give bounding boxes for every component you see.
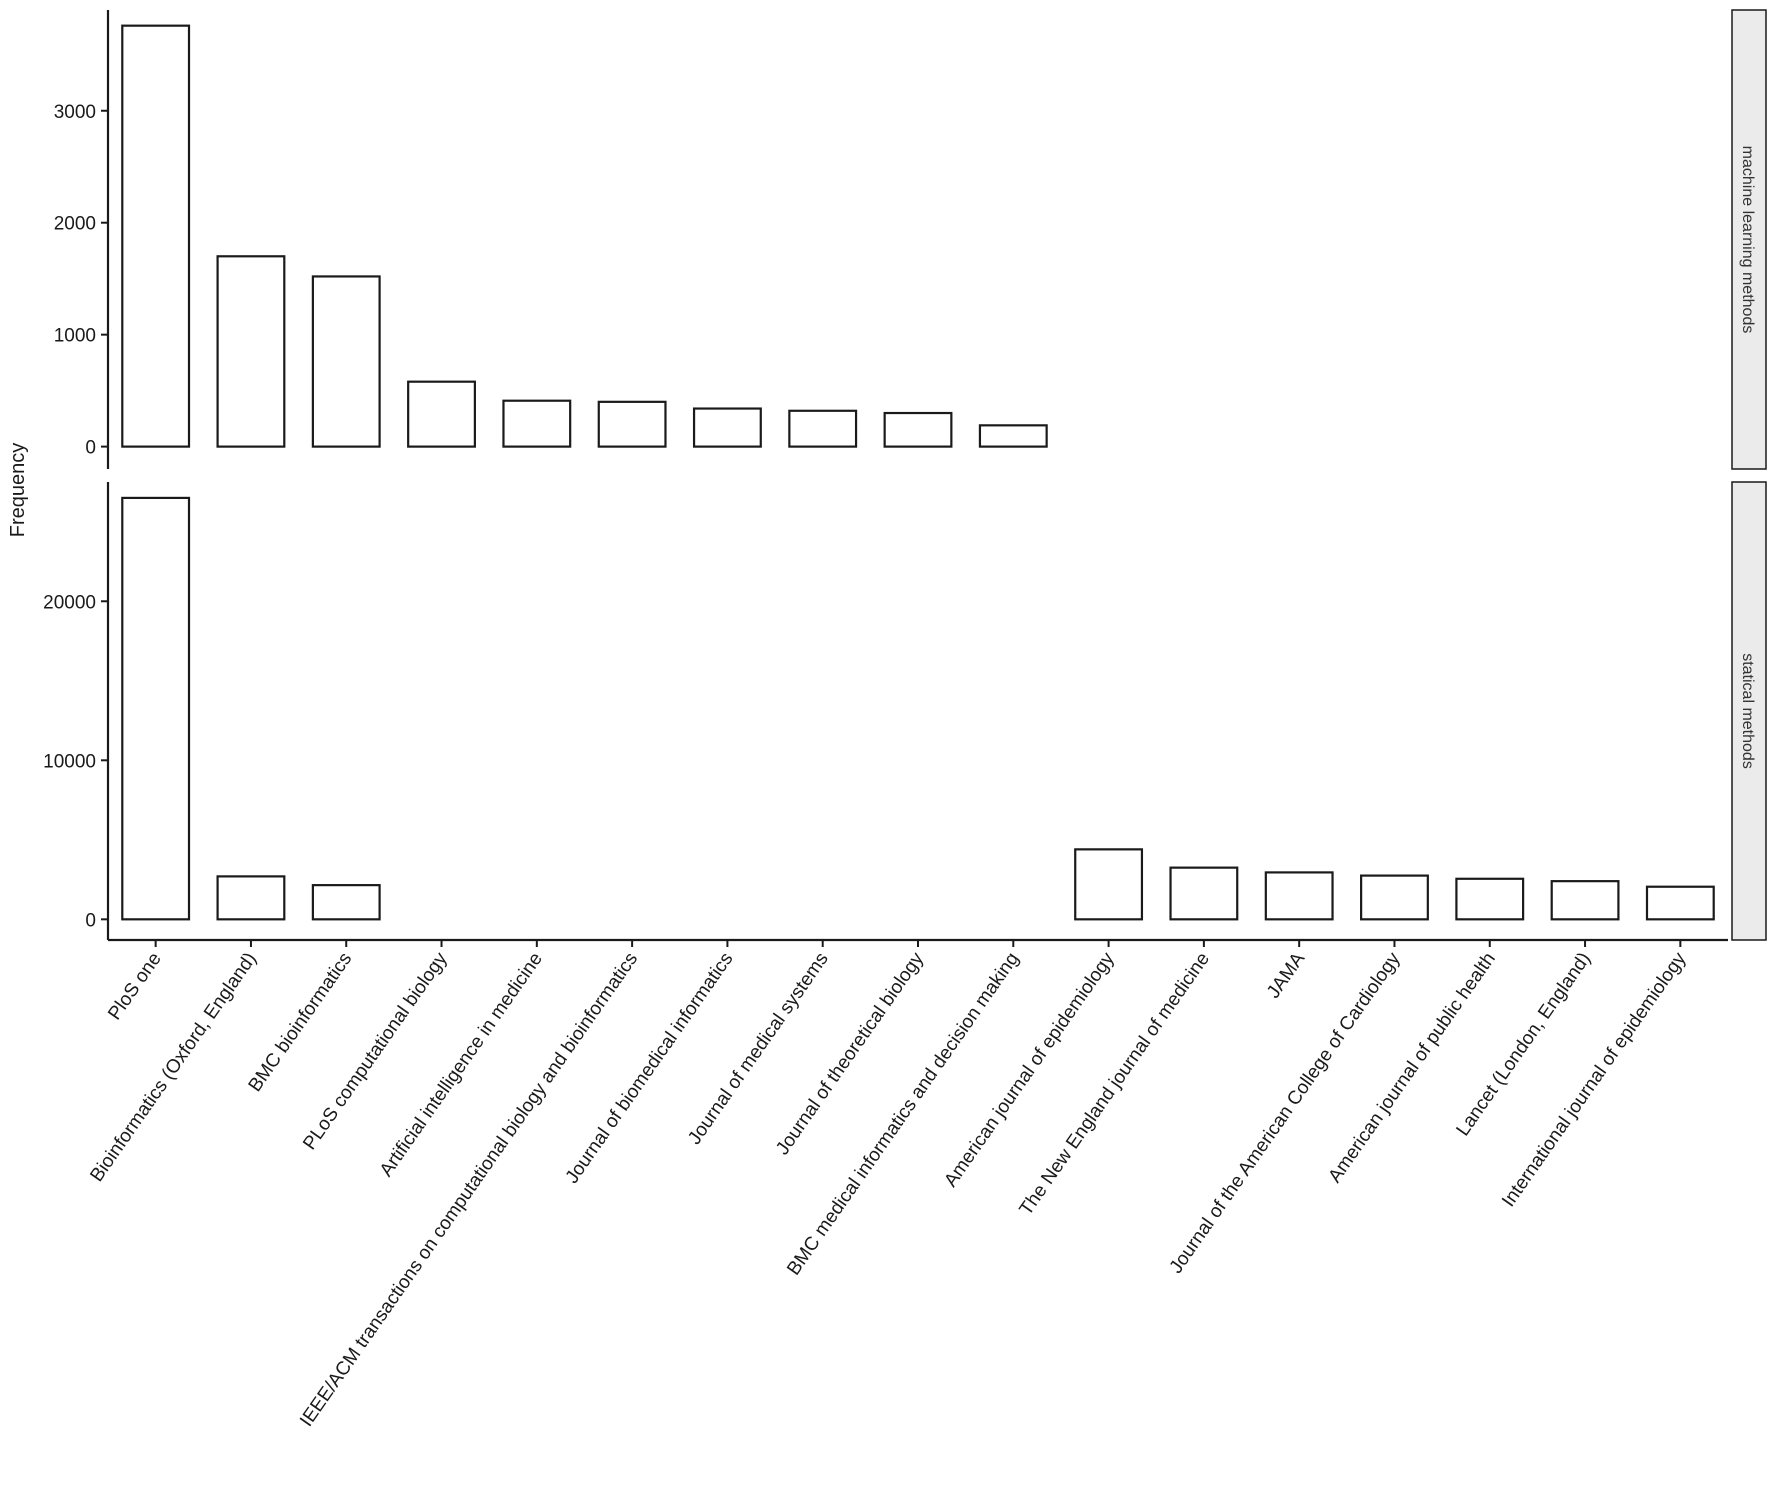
x-tick-label: BMC bioinformatics xyxy=(245,949,357,1096)
y-axis-title: Frequency xyxy=(7,443,29,538)
facet-panel-1: 0 1000 2000 3000 machine learning methods xyxy=(54,9,1767,470)
bar xyxy=(1550,880,1620,921)
facet-panels: 0 1000 2000 3000 machine learning methods 0 10… xyxy=(43,9,1767,942)
y-tick-label: 0 xyxy=(85,910,96,931)
bar xyxy=(1645,885,1715,921)
y-tick-label: 1000 xyxy=(54,326,96,347)
bar xyxy=(1455,877,1525,921)
y-tick-label: 20000 xyxy=(43,592,96,613)
facet-panel-2: 0 10000 20000 statical methods xyxy=(43,481,1767,942)
x-tick-label: PloS one xyxy=(104,949,165,1024)
y-tick-label: 10000 xyxy=(43,751,96,772)
bar xyxy=(788,409,858,448)
bar xyxy=(311,275,381,448)
x-tick-label: American journal of public health xyxy=(1325,949,1500,1187)
bar xyxy=(1360,874,1429,921)
facet-strip xyxy=(1731,9,1767,470)
x-tick-label: International journal of epidemiology xyxy=(1498,948,1691,1211)
x-tick-label: JAMA xyxy=(1263,949,1309,1003)
bar xyxy=(1169,866,1239,921)
bar xyxy=(216,875,286,921)
x-tick-label: Artificial intelligence in medicine xyxy=(376,949,547,1181)
bar xyxy=(692,407,762,448)
bar xyxy=(883,411,953,448)
bar xyxy=(978,424,1048,448)
bar xyxy=(311,884,381,921)
x-tick-label: Bioinformatics (Oxford, England) xyxy=(86,949,261,1186)
y-tick-label: 0 xyxy=(85,438,96,459)
bar xyxy=(407,380,476,448)
bar xyxy=(216,255,286,448)
x-tick-label: American journal of epidemiology xyxy=(940,948,1119,1191)
facet-strip xyxy=(1731,481,1767,941)
bar xyxy=(121,24,191,448)
bar xyxy=(121,496,191,921)
x-tick-label: IEEE/ACM transactions on computational b… xyxy=(296,949,642,1431)
x-tick-label: Journal of biomedical informatics xyxy=(562,949,738,1188)
bar xyxy=(597,400,667,448)
y-tick-label: 3000 xyxy=(54,102,96,123)
bar xyxy=(502,399,572,448)
bar xyxy=(1074,848,1144,921)
bar xyxy=(1264,871,1334,921)
y-tick-label: 2000 xyxy=(54,214,96,235)
facet-strip-label: statical methods xyxy=(1739,653,1756,769)
facet-strip-label: machine learning methods xyxy=(1739,146,1756,334)
x-tick-label: The New England journal of medicine xyxy=(1016,949,1214,1220)
